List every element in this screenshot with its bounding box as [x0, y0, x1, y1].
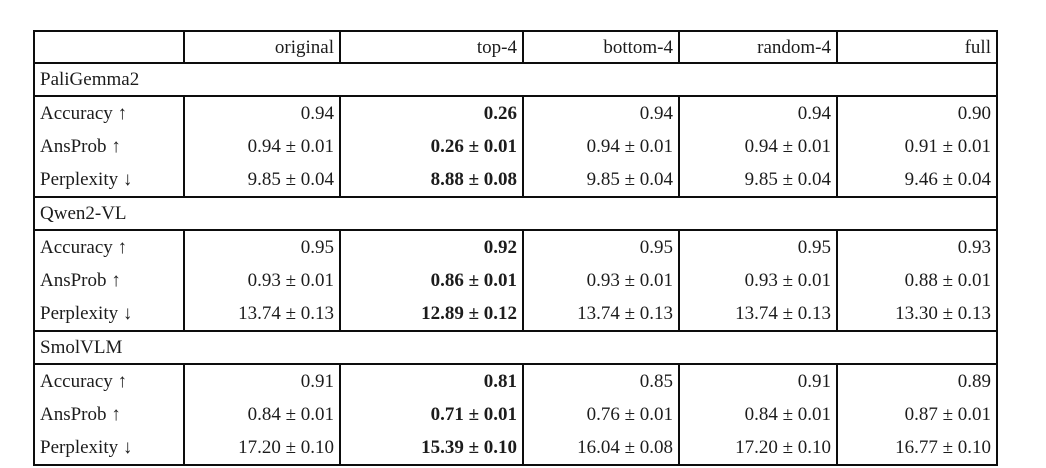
- metric-value: 0.71 ± 0.01: [339, 398, 524, 431]
- metric-label: Perplexity ↓: [33, 297, 185, 331]
- metric-value: 0.84 ± 0.01: [183, 398, 341, 431]
- metric-value: 0.91 ± 0.01: [836, 130, 998, 163]
- table-row: Perplexity ↓ 9.85 ± 0.04 8.88 ± 0.08 9.8…: [33, 163, 998, 197]
- metric-value: 0.94: [183, 96, 341, 130]
- metric-label: Perplexity ↓: [33, 163, 185, 197]
- col-header-bottom4: bottom-4: [522, 30, 680, 64]
- metric-value: 0.91: [678, 364, 838, 398]
- metric-value: 17.20 ± 0.10: [678, 431, 838, 465]
- metric-label: Accuracy ↑: [33, 364, 185, 398]
- table-row: Accuracy ↑ 0.91 0.81 0.85 0.91 0.89: [33, 364, 998, 398]
- metric-label: Accuracy ↑: [33, 230, 185, 264]
- metric-value: 0.76 ± 0.01: [522, 398, 680, 431]
- section-title: PaliGemma2: [34, 62, 997, 97]
- metric-value: 9.85 ± 0.04: [183, 163, 341, 197]
- metric-value: 0.92: [339, 230, 524, 264]
- metric-value: 0.94 ± 0.01: [678, 130, 838, 163]
- metric-value: 9.85 ± 0.04: [678, 163, 838, 197]
- metric-value: 0.95: [522, 230, 680, 264]
- metric-label: Accuracy ↑: [33, 96, 185, 130]
- section-title: Qwen2-VL: [34, 196, 997, 231]
- metric-value: 0.85: [522, 364, 680, 398]
- col-header-top4: top-4: [339, 30, 524, 64]
- metric-value: 0.87 ± 0.01: [836, 398, 998, 431]
- table-row: AnsProb ↑ 0.93 ± 0.01 0.86 ± 0.01 0.93 ±…: [33, 264, 998, 297]
- table-row: Accuracy ↑ 0.95 0.92 0.95 0.95 0.93: [33, 230, 998, 264]
- metric-value: 0.94: [678, 96, 838, 130]
- metric-value: 0.93: [836, 230, 998, 264]
- metric-value: 0.93 ± 0.01: [522, 264, 680, 297]
- col-header-full: full: [836, 30, 998, 64]
- table-row: Perplexity ↓ 17.20 ± 0.10 15.39 ± 0.10 1…: [33, 431, 998, 465]
- metric-value: 9.46 ± 0.04: [836, 163, 998, 197]
- metric-value: 13.74 ± 0.13: [183, 297, 341, 331]
- metric-value: 0.94 ± 0.01: [183, 130, 341, 163]
- header-row: original top-4 bottom-4 random-4 full: [33, 30, 998, 64]
- metric-value: 0.91: [183, 364, 341, 398]
- metric-value: 12.89 ± 0.12: [339, 297, 524, 331]
- metric-value: 17.20 ± 0.10: [183, 431, 341, 465]
- metric-value: 0.26 ± 0.01: [339, 130, 524, 163]
- metric-label: Perplexity ↓: [33, 431, 185, 465]
- table-row: AnsProb ↑ 0.94 ± 0.01 0.26 ± 0.01 0.94 ±…: [33, 130, 998, 163]
- metric-value: 13.74 ± 0.13: [678, 297, 838, 331]
- col-header-random4: random-4: [678, 30, 838, 64]
- col-header-original: original: [183, 30, 341, 64]
- section-row-paligemma2: PaliGemma2: [34, 62, 997, 97]
- metric-label: AnsProb ↑: [33, 264, 185, 297]
- metric-value: 0.81: [339, 364, 524, 398]
- metric-value: 9.85 ± 0.04: [522, 163, 680, 197]
- metric-label: AnsProb ↑: [33, 398, 185, 431]
- metric-value: 0.95: [183, 230, 341, 264]
- metric-value: 0.89: [836, 364, 998, 398]
- metric-value: 13.30 ± 0.13: [836, 297, 998, 331]
- metric-value: 16.04 ± 0.08: [522, 431, 680, 465]
- metric-value: 0.88 ± 0.01: [836, 264, 998, 297]
- table-row: Accuracy ↑ 0.94 0.26 0.94 0.94 0.90: [33, 96, 998, 130]
- header-empty-cell: [33, 30, 185, 64]
- metric-value: 0.26: [339, 96, 524, 130]
- table-row: Perplexity ↓ 13.74 ± 0.13 12.89 ± 0.12 1…: [33, 297, 998, 331]
- metric-value: 0.94 ± 0.01: [522, 130, 680, 163]
- metric-label: AnsProb ↑: [33, 130, 185, 163]
- metric-value: 13.74 ± 0.13: [522, 297, 680, 331]
- metric-value: 0.94: [522, 96, 680, 130]
- metric-value: 0.93 ± 0.01: [678, 264, 838, 297]
- section-row-smolvlm: SmolVLM: [34, 330, 997, 365]
- metric-value: 0.93 ± 0.01: [183, 264, 341, 297]
- metric-value: 15.39 ± 0.10: [339, 431, 524, 465]
- metric-value: 0.84 ± 0.01: [678, 398, 838, 431]
- results-table: original top-4 bottom-4 random-4 full Pa…: [33, 30, 998, 466]
- metric-value: 0.86 ± 0.01: [339, 264, 524, 297]
- metric-value: 0.90: [836, 96, 998, 130]
- metric-value: 8.88 ± 0.08: [339, 163, 524, 197]
- metric-value: 0.95: [678, 230, 838, 264]
- table-row: AnsProb ↑ 0.84 ± 0.01 0.71 ± 0.01 0.76 ±…: [33, 398, 998, 431]
- metric-value: 16.77 ± 0.10: [836, 431, 998, 465]
- section-title: SmolVLM: [34, 330, 997, 365]
- section-row-qwen2vl: Qwen2-VL: [34, 196, 997, 231]
